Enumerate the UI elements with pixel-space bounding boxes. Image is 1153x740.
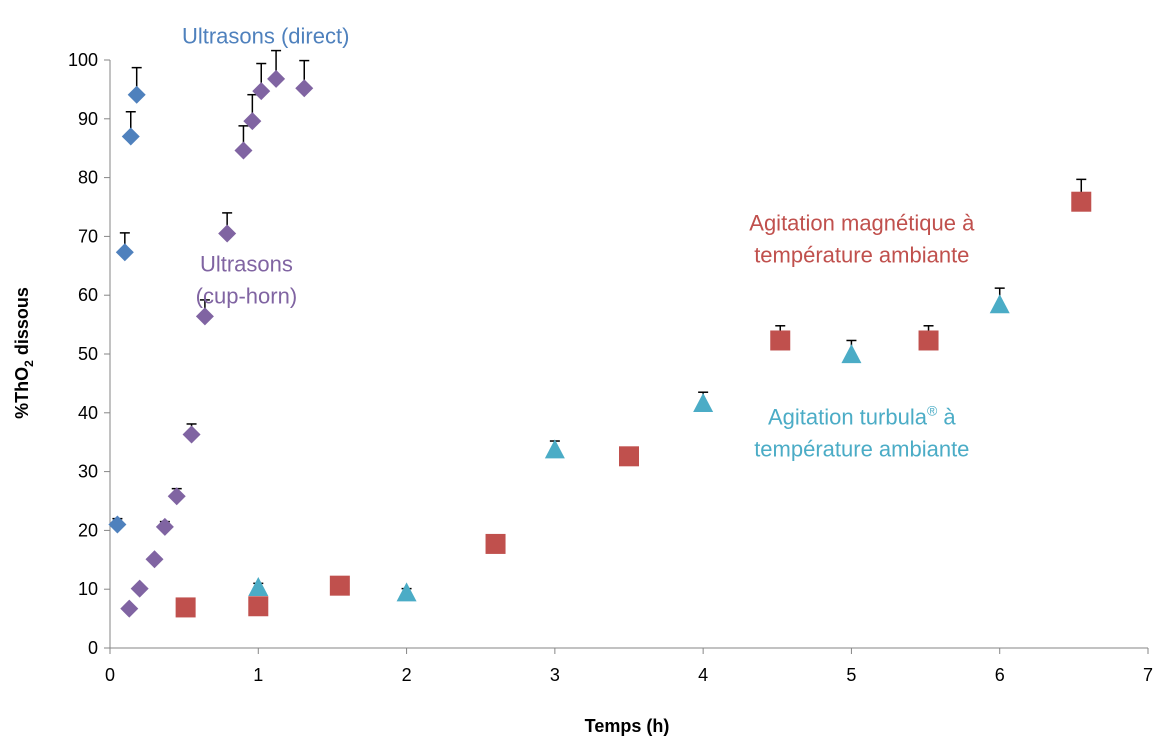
y-tick-label: 40 <box>78 403 98 423</box>
y-tick-label: 10 <box>78 579 98 599</box>
annotation-line: température ambiante <box>754 437 969 462</box>
x-tick-label: 0 <box>105 665 115 685</box>
annotation-label: Ultrasons (direct) <box>182 24 349 49</box>
y-tick-label: 20 <box>78 520 98 540</box>
annotation-line: (cup-horn) <box>196 284 297 309</box>
y-tick-label: 80 <box>78 168 98 188</box>
annotation-line: Ultrasons (direct) <box>182 24 349 49</box>
x-tick-label: 7 <box>1143 665 1153 685</box>
annotation-line: Agitation magnétique à <box>749 211 975 236</box>
data-point-square <box>619 446 639 467</box>
data-point-diamond <box>234 141 253 160</box>
data-point-diamond <box>120 599 139 618</box>
data-point-triangle <box>544 439 565 459</box>
data-point-diamond <box>145 550 164 569</box>
data-point-triangle <box>989 294 1010 314</box>
annotation-label: Agitation magnétique à température ambian… <box>749 211 975 268</box>
data-point-triangle <box>396 582 417 602</box>
data-point-triangle <box>841 344 862 364</box>
data-point-diamond <box>127 85 146 104</box>
x-tick-label: 3 <box>550 665 560 685</box>
annotation-label: Ultrasons (cup-horn) <box>196 252 297 309</box>
error-bars <box>112 49 1087 594</box>
annotations: Ultrasons (direct) Ultrasons (cup-horn) Agi… <box>182 24 975 462</box>
data-point-diamond <box>115 243 134 262</box>
data-point-diamond <box>267 69 286 88</box>
y-tick-label: 50 <box>78 344 98 364</box>
y-tick-label: 30 <box>78 462 98 482</box>
data-point-diamond <box>218 224 237 243</box>
data-point-diamond <box>295 79 314 98</box>
y-tick-label: 0 <box>88 638 98 658</box>
data-point-square <box>1071 191 1092 212</box>
data-point-triangle <box>248 577 269 597</box>
axes: 0 10 20 30 40 50 60 70 80 90 100 0 1 2 3 4 5 6 7 <box>68 50 1153 685</box>
data-points <box>108 69 1092 618</box>
data-point-diamond <box>130 579 149 598</box>
annotation-label: Agitation turbula® à température ambiante <box>754 403 969 462</box>
x-tick-label: 4 <box>698 665 708 685</box>
data-point-square <box>770 330 791 351</box>
x-axis-title: Temps (h) <box>585 716 670 736</box>
data-point-diamond <box>243 112 262 131</box>
x-tick-label: 6 <box>995 665 1005 685</box>
data-point-triangle <box>693 392 714 412</box>
annotation-line: Ultrasons <box>200 252 293 277</box>
y-tick-label: 100 <box>68 50 98 70</box>
annotation-line: Agitation turbula® à <box>768 403 956 430</box>
data-point-diamond <box>155 517 174 536</box>
annotation-line-end: à <box>937 405 956 430</box>
data-point-square <box>329 575 350 596</box>
y-tick-label: 90 <box>78 109 98 129</box>
y-axis-title: %ThO2 dissous <box>12 287 36 419</box>
x-tick-label: 1 <box>253 665 263 685</box>
data-point-diamond <box>252 82 271 101</box>
data-point-square <box>918 330 939 351</box>
data-point-diamond <box>182 425 201 444</box>
data-point-square <box>485 533 506 554</box>
data-point-diamond <box>108 515 127 534</box>
data-point-diamond <box>195 307 214 326</box>
x-tick-label: 5 <box>846 665 856 685</box>
data-point-square <box>175 597 196 618</box>
annotation-line: température ambiante <box>754 243 969 268</box>
x-tick-label: 2 <box>402 665 412 685</box>
data-point-diamond <box>121 127 140 146</box>
annotation-superscript: ® <box>927 403 938 419</box>
y-tick-label: 60 <box>78 285 98 305</box>
data-point-diamond <box>167 487 186 506</box>
y-tick-label: 70 <box>78 226 98 246</box>
data-point-square <box>248 596 269 617</box>
